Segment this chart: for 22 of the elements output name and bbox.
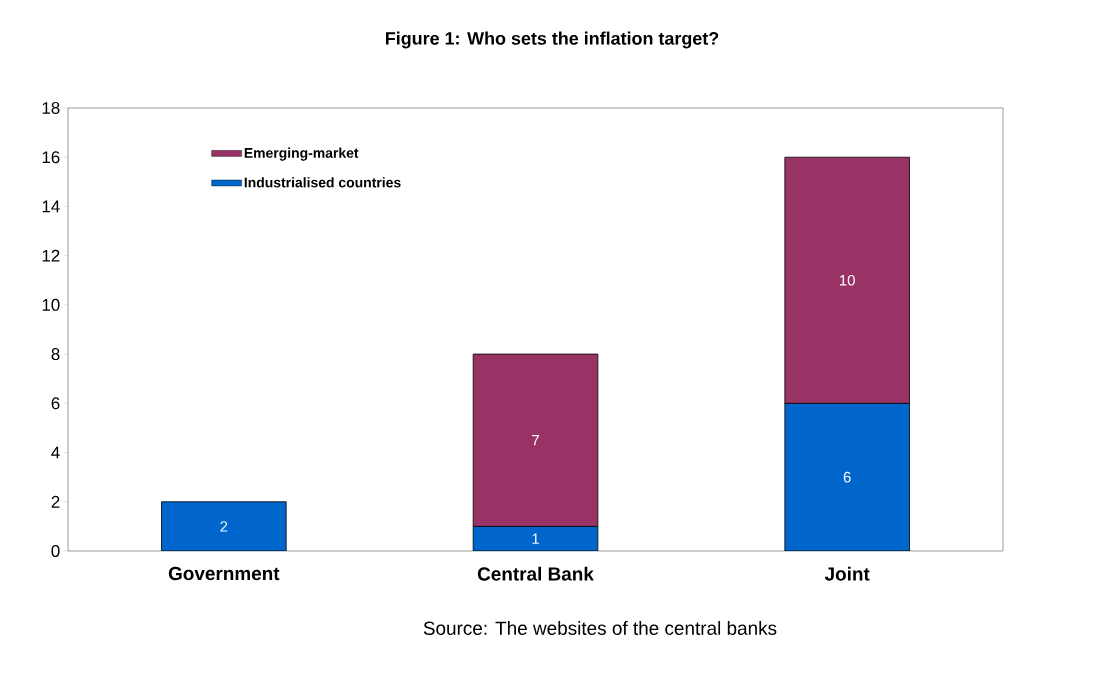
y-tick-label: 8 (51, 348, 60, 361)
y-tick-label: 16 (42, 151, 60, 164)
y-tick-label: 2 (51, 495, 60, 508)
y-tick-label: 4 (51, 446, 60, 459)
legend-label: Emerging-market (244, 147, 359, 161)
data-label: 6 (843, 471, 851, 483)
y-tick-label: 0 (51, 544, 60, 557)
data-label: 2 (220, 521, 228, 532)
x-tick-label: Central Bank (477, 566, 594, 581)
x-tick-label: Joint (824, 566, 870, 581)
data-label: 1 (532, 533, 539, 544)
y-tick-label: 12 (42, 249, 60, 262)
y-tick-label: 14 (42, 200, 60, 213)
y-tick-label: 6 (51, 397, 60, 410)
chart-title: Figure 1: Who sets the inflation target? (386, 31, 719, 49)
legend-label: Industrialised countries (244, 177, 401, 188)
source-note: Source: The websites of the central banks (423, 621, 777, 635)
y-tick-label: 18 (42, 101, 60, 114)
data-label: 10 (840, 274, 855, 286)
x-tick-label: Government (168, 566, 280, 581)
y-tick-label: 10 (42, 298, 60, 311)
data-label: 7 (532, 435, 539, 446)
